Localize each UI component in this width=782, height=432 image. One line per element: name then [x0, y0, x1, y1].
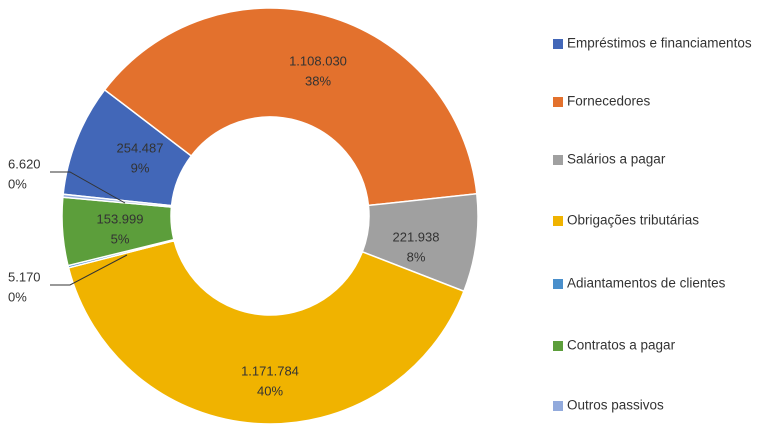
data-label-value: 1.108.030	[289, 53, 347, 68]
data-label-percent: 0%	[8, 289, 27, 304]
donut-slice	[103, 7, 478, 207]
legend-label: Salários a pagar	[567, 152, 666, 167]
data-label-value: 221.938	[393, 229, 440, 244]
data-label-value: 5.170	[8, 269, 41, 284]
legend-swatch	[553, 97, 563, 107]
leader-line	[50, 254, 128, 286]
legend-swatch	[553, 39, 563, 49]
legend-label: Empréstimos e financiamentos	[567, 36, 752, 51]
data-label-value: 1.171.784	[241, 363, 299, 378]
legend-label: Fornecedores	[567, 94, 651, 109]
data-label-percent: 0%	[8, 176, 27, 191]
data-label-percent: 9%	[131, 160, 150, 175]
data-label-percent: 8%	[407, 249, 426, 264]
data-label-value: 153.999	[97, 211, 144, 226]
data-label-percent: 38%	[305, 73, 331, 88]
legend-label: Outros passivos	[567, 398, 664, 413]
data-label-value: 6.620	[8, 156, 41, 171]
data-label-value: 254.487	[117, 140, 164, 155]
data-label-percent: 5%	[111, 231, 130, 246]
legend-label: Adiantamentos de clientes	[567, 276, 726, 291]
data-label-percent: 40%	[257, 383, 283, 398]
legend-swatch	[553, 155, 563, 165]
donut-slice	[67, 239, 465, 425]
legend-label: Contratos a pagar	[567, 338, 676, 353]
legend-label: Obrigações tributárias	[567, 213, 699, 228]
legend-swatch	[553, 401, 563, 411]
legend-swatch	[553, 279, 563, 289]
donut-slice	[62, 193, 173, 208]
leader-line	[50, 171, 126, 204]
legend-swatch	[553, 216, 563, 226]
legend-swatch	[553, 341, 563, 351]
